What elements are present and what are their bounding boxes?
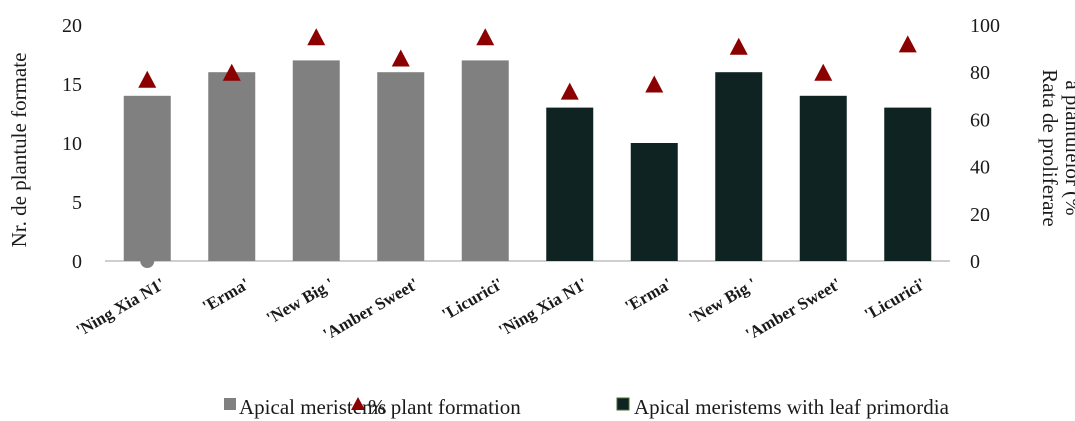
category-label: 'Licurici' [861, 274, 929, 324]
bar-apical-meristems [461, 60, 509, 262]
baseline-dot [140, 254, 155, 268]
right-axis-title-line-2-text: a plantulelor (% [1061, 80, 1075, 215]
category-label: 'New Big ' [263, 274, 337, 328]
right-axis-title: Rata de proliferare [1038, 69, 1062, 226]
bar-apical-meristems [292, 60, 340, 262]
marker-plant-formation [645, 75, 664, 93]
legend-label-apical-meristems: Apical meristems [239, 395, 387, 419]
legend-label-plant-formation: % plant formation [368, 395, 521, 419]
legend-swatch-leaf-primordia [616, 397, 630, 411]
left-tick-label: 10 [62, 133, 82, 155]
marker-plant-formation [307, 28, 326, 46]
marker-plant-formation [138, 70, 157, 88]
left-tick-label: 15 [62, 74, 82, 96]
category-label: 'Amber Sweet' [320, 274, 422, 344]
left-tick-label: 0 [72, 251, 82, 273]
marker-plant-formation [391, 49, 410, 67]
bar-leaf-primordia [715, 72, 763, 261]
legend-swatch-plant-formation [351, 397, 365, 410]
markers-group [138, 28, 917, 268]
bar-apical-meristems [377, 72, 425, 261]
left-tick-label: 20 [62, 15, 82, 37]
category-label: 'Ning Xia N1' [495, 274, 590, 340]
bar-leaf-primordia [546, 107, 594, 261]
category-label: 'Ning Xia N1' [73, 274, 168, 340]
bar-leaf-primordia [630, 143, 678, 261]
right-tick-label: 20 [970, 204, 990, 226]
marker-plant-formation [898, 35, 917, 53]
right-axis-title-line-1: Rata de proliferare [1038, 69, 1062, 226]
left-axis-title: Nr. de plantule formate [7, 53, 31, 248]
category-label: 'Amber Sweet' [742, 274, 844, 344]
left-y-axis: 0 5 10 15 20 [62, 15, 82, 273]
category-label: 'Erma' [622, 274, 676, 316]
legend-label-leaf-primordia: Apical meristems with leaf primordia [634, 395, 950, 419]
right-tick-label: 0 [970, 251, 980, 273]
legend: Apical meristems % plant formation Apica… [224, 395, 950, 419]
marker-plant-formation [814, 63, 833, 81]
right-axis-title-line-2: a plantulelor (% [1061, 80, 1075, 215]
category-label: 'New Big ' [686, 274, 760, 328]
bar-leaf-primordia [884, 107, 932, 261]
category-labels: 'Ning Xia N1' 'Erma' 'New Big ''Amber Swee… [73, 274, 929, 344]
right-y-axis: 0 20 40 60 80 100 [970, 15, 1000, 273]
marker-plant-formation [476, 28, 495, 46]
marker-plant-formation [222, 63, 241, 81]
right-tick-label: 100 [970, 15, 1000, 37]
bars-group [123, 60, 932, 262]
marker-plant-formation [560, 82, 579, 100]
right-tick-label: 40 [970, 157, 990, 179]
right-tick-label: 60 [970, 109, 990, 131]
marker-plant-formation [729, 37, 748, 55]
bar-apical-meristems [208, 72, 256, 261]
right-tick-label: 80 [970, 62, 990, 84]
legend-swatch-apical-meristems [224, 398, 236, 410]
bar-leaf-primordia [799, 95, 847, 261]
bar-apical-meristems [123, 95, 171, 261]
category-label: 'Licurici' [439, 274, 507, 324]
category-label: 'Erma' [199, 274, 253, 316]
left-tick-label: 5 [72, 192, 82, 214]
